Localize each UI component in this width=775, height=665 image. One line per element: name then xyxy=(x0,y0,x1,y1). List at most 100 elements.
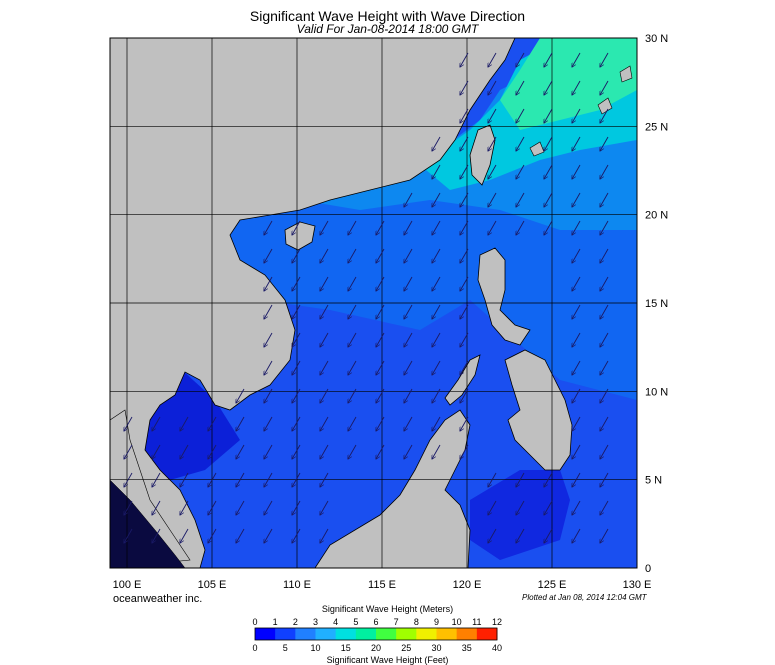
wave-arrow xyxy=(320,332,329,347)
colorbar-feet-tick: 40 xyxy=(491,643,503,653)
lon-tick-label: 120 E xyxy=(453,579,482,591)
wave-arrow xyxy=(544,192,553,207)
wave-arrow xyxy=(292,276,301,291)
wave-arrow xyxy=(180,528,189,543)
wave-arrow xyxy=(516,472,525,487)
colorbar-meters-tick: 7 xyxy=(393,617,399,627)
wave-arrow xyxy=(292,472,301,487)
wave-arrow xyxy=(292,360,301,375)
wave-arrow xyxy=(572,164,581,179)
wave-arrow xyxy=(544,80,553,95)
wave-arrow xyxy=(180,472,189,487)
colorbar-meters-tick: 4 xyxy=(333,617,339,627)
wave-arrow xyxy=(208,444,217,459)
wave-arrow xyxy=(348,444,357,459)
wave-arrow xyxy=(600,276,609,291)
colorbar-swatch xyxy=(376,628,397,640)
wave-arrow xyxy=(600,416,609,431)
colorbar-meters-tick: 9 xyxy=(433,617,440,627)
wave-arrow xyxy=(488,52,497,67)
wave-arrow xyxy=(432,332,441,347)
wave-arrow xyxy=(404,360,413,375)
wave-arrow xyxy=(432,164,441,179)
wave-arrow xyxy=(124,444,133,459)
colorbar-meters-tick: 12 xyxy=(491,617,503,627)
wave-arrow xyxy=(544,528,553,543)
wave-arrow xyxy=(124,500,133,515)
wave-arrow xyxy=(488,500,497,515)
wave-arrow xyxy=(516,136,525,151)
wave-arrow xyxy=(264,220,273,235)
wave-arrow xyxy=(236,500,245,515)
wave-arrow xyxy=(292,332,301,347)
land-taiwan xyxy=(469,124,496,186)
plotted-label: Plotted at Jan 08, 2014 12:04 GMT xyxy=(522,593,647,602)
colorbar xyxy=(254,627,498,641)
wave-arrow xyxy=(460,80,469,95)
wave-arrow xyxy=(376,416,385,431)
wave-arrow xyxy=(264,304,273,319)
wave-arrow xyxy=(460,360,469,375)
wave-arrow xyxy=(292,304,301,319)
wave-arrow xyxy=(152,416,161,431)
wave-arrow xyxy=(264,332,273,347)
wave-arrow xyxy=(488,108,497,123)
wave-arrow xyxy=(544,108,553,123)
wave-arrow xyxy=(404,276,413,291)
wave-arrow xyxy=(152,500,161,515)
map-frame xyxy=(109,37,638,569)
wave-arrow xyxy=(432,416,441,431)
colorbar-feet-tick: 30 xyxy=(431,643,442,653)
wave-arrow xyxy=(516,164,525,179)
wave-arrow xyxy=(348,304,357,319)
wave-arrow xyxy=(376,444,385,459)
wave-arrow xyxy=(460,164,469,179)
wave-arrow xyxy=(516,192,525,207)
wave-arrow xyxy=(516,108,525,123)
wave-arrow xyxy=(460,304,469,319)
wave-arrow xyxy=(572,192,581,207)
wave-arrow xyxy=(460,332,469,347)
lon-tick-label: 115 E xyxy=(368,579,396,591)
wave-arrow xyxy=(376,304,385,319)
colorbar-frame xyxy=(254,627,498,641)
wave-arrow xyxy=(264,416,273,431)
wave-arrow xyxy=(348,388,357,403)
colorbar-swatch xyxy=(476,628,498,640)
wave-arrow xyxy=(320,360,329,375)
wave-arrow xyxy=(488,472,497,487)
colorbar-swatch xyxy=(315,628,337,640)
wave-arrow xyxy=(264,388,273,403)
colorbar-swatch xyxy=(335,628,357,640)
wave-arrow xyxy=(488,164,497,179)
wave-arrow xyxy=(460,52,469,67)
wave-arrow xyxy=(404,192,413,207)
wave-arrow xyxy=(432,444,441,459)
wave-arrow xyxy=(264,444,273,459)
lat-tick-label: 15 N xyxy=(645,298,668,310)
colorbar-meters-tick: 3 xyxy=(312,617,319,627)
colorbar-feet-tick: 25 xyxy=(401,643,412,653)
wave-arrow xyxy=(208,528,217,543)
colorbar-feet-tick: 0 xyxy=(252,643,258,653)
wave-arrow xyxy=(264,528,273,543)
wave-arrow xyxy=(544,52,553,67)
colorbar-meters-tick: 6 xyxy=(373,617,379,627)
wave-arrow xyxy=(572,52,581,67)
lat-tick-label: 0 xyxy=(645,563,651,575)
wave-arrow xyxy=(516,52,525,67)
wave-arrow xyxy=(516,500,525,515)
wave-arrow xyxy=(600,108,609,123)
wave-arrow xyxy=(292,248,301,263)
credit-label: oceanweather inc. xyxy=(113,593,203,605)
wave-arrow xyxy=(488,136,497,151)
wave-arrow xyxy=(516,80,525,95)
wave-arrow xyxy=(152,444,161,459)
wave-arrow xyxy=(460,444,469,459)
land-luzon xyxy=(477,247,531,346)
colorbar-meters-tick: 10 xyxy=(451,617,462,627)
wave-arrow xyxy=(460,416,469,431)
wave-arrow xyxy=(292,220,301,235)
wave-arrow xyxy=(320,444,329,459)
land-palawan xyxy=(444,354,481,406)
